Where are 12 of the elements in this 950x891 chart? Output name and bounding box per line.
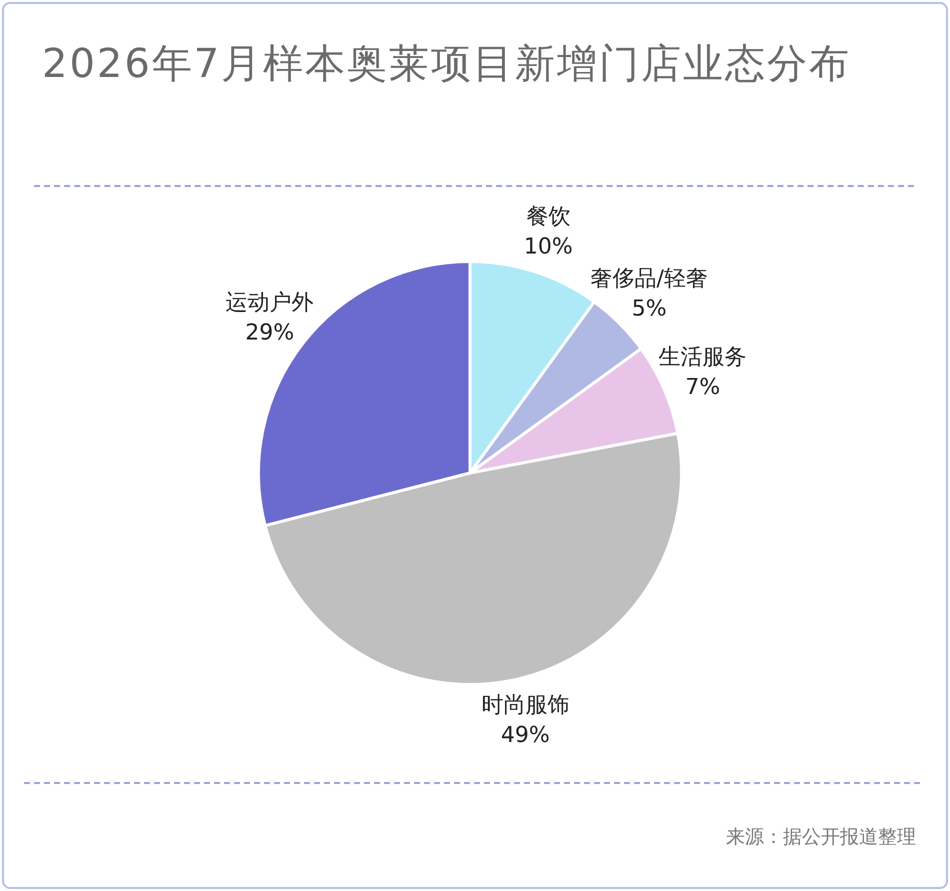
slice-label: 奢侈品/轻奢 [590, 266, 708, 292]
data-label: 10% [524, 234, 573, 260]
source-note: 来源：据公开报道整理 [726, 825, 916, 850]
data-label: 7% [685, 375, 720, 400]
slice-label: 生活服务 [658, 345, 747, 370]
slice-label: 时尚服饰 [481, 693, 570, 718]
data-label: 29% [245, 320, 294, 346]
data-label: 5% [632, 296, 667, 322]
slice-label: 餐饮 [526, 204, 570, 230]
chart-title: 2026年7月样本奥莱项目新增门店业态分布 [42, 40, 852, 89]
slice-label: 运动户外 [226, 290, 314, 316]
data-label: 49% [500, 723, 550, 748]
